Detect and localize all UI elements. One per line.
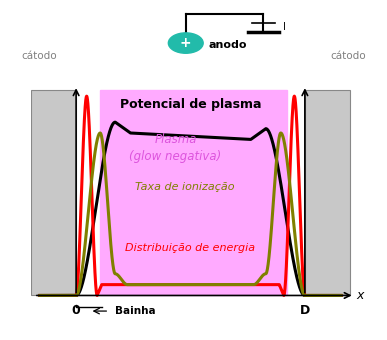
Text: cátodo: cátodo xyxy=(21,51,57,61)
Text: +: + xyxy=(180,36,192,50)
Text: x: x xyxy=(356,289,363,302)
Bar xyxy=(305,90,350,295)
Text: I: I xyxy=(283,22,285,32)
Text: anodo: anodo xyxy=(209,40,247,50)
Text: cátodo: cátodo xyxy=(330,51,366,61)
Text: 0: 0 xyxy=(72,304,80,317)
Text: Distribuição de energia: Distribuição de energia xyxy=(125,243,255,253)
Text: Bainha: Bainha xyxy=(115,306,156,316)
Text: Taxa de ionização: Taxa de ionização xyxy=(135,182,234,192)
Bar xyxy=(100,90,287,295)
Text: D: D xyxy=(300,304,310,317)
Text: Plasma
(glow negativa): Plasma (glow negativa) xyxy=(129,133,222,163)
Text: Potencial de plasma: Potencial de plasma xyxy=(120,98,261,111)
Bar xyxy=(31,90,76,295)
Circle shape xyxy=(168,33,203,53)
